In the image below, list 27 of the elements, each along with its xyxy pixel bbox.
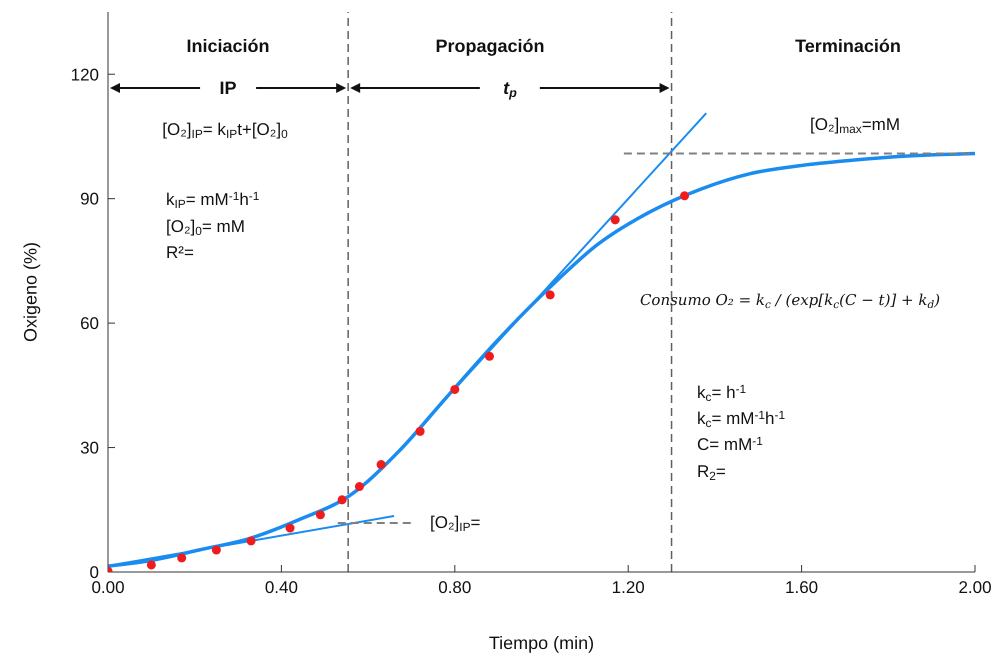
y-axis-title: Oxigeno (%): [20, 242, 40, 342]
x-tick-label: 2.00: [958, 578, 992, 598]
annotation: k$_{c}$= mM$^{-1}$h$^{-1}$: [697, 408, 786, 430]
annotation: k$_{IP}$= mM$^{-1}$h$^{-1}$: [166, 189, 260, 211]
x-tick-label: 1.20: [612, 578, 645, 598]
annotation: [O₂]$_{0}$= mM: [166, 217, 245, 238]
annotation: R$_{2}$=: [697, 462, 726, 483]
annotation: IP: [219, 78, 237, 98]
y-tick-label: 120: [70, 65, 99, 84]
annotation: k$_{c}$= h$^{-1}$: [697, 382, 747, 404]
annotation: Propagación: [435, 36, 545, 56]
x-tick-label: 0.40: [264, 578, 298, 598]
annotation: Consumo O₂ = k$_{c}$ / (exp[k$_{c}$(C − t)] + k$_{d}$): [640, 291, 940, 311]
y-tick-label: 30: [80, 438, 99, 458]
annotation: Iniciación: [186, 36, 270, 56]
annotation: Terminación: [795, 36, 901, 56]
y-tick-label: 60: [80, 314, 99, 334]
x-tick-label: 1.60: [785, 578, 818, 598]
annotation: [O₂]$_{max}$=mM: [810, 115, 900, 136]
x-axis-title: Tiempo (min): [488, 632, 594, 653]
x-tick-label: 0.80: [438, 578, 472, 598]
annotation: [O₂]$_{IP}$= k$_{IP}$t+[O₂]$_{0}$: [162, 120, 288, 141]
annotation: t$_{p}$: [503, 78, 518, 100]
annotation: [O₂]$_{IP}$=: [430, 513, 481, 534]
y-tick-label: 90: [80, 190, 99, 209]
annotation: C= mM$^{-1}$: [697, 434, 764, 454]
annotation: R²=: [166, 243, 194, 262]
